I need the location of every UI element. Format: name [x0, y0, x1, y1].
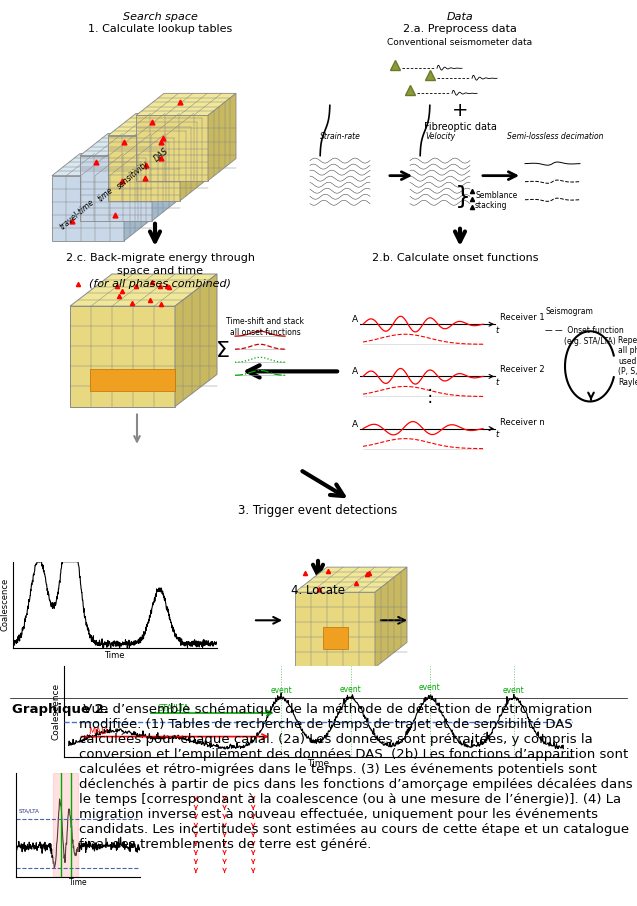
Text: Vue d’ensemble schématique de la méthode de détection de rétromigration modifiée: Vue d’ensemble schématique de la méthode…	[79, 703, 633, 852]
Text: A: A	[352, 368, 358, 376]
Text: Velocity: Velocity	[425, 131, 455, 140]
Bar	[90, 370, 175, 391]
Text: Receiver 1: Receiver 1	[500, 313, 545, 323]
Polygon shape	[70, 306, 175, 407]
Polygon shape	[70, 274, 217, 306]
X-axis label: Time: Time	[104, 651, 125, 660]
Text: DAS: DAS	[152, 146, 170, 163]
Text: Seismogram: Seismogram	[545, 306, 593, 315]
Text: Σ: Σ	[216, 342, 230, 361]
Text: space and time: space and time	[117, 266, 203, 276]
Text: Semblance
stacking: Semblance stacking	[475, 191, 517, 210]
Polygon shape	[175, 274, 217, 407]
Text: event: event	[503, 686, 525, 695]
Bar	[323, 627, 348, 649]
Text: Strain-rate: Strain-rate	[320, 131, 361, 140]
Text: STA/LTA: STA/LTA	[158, 703, 190, 712]
Text: MAD: MAD	[89, 727, 108, 736]
Polygon shape	[80, 156, 152, 221]
Polygon shape	[108, 113, 208, 136]
Text: Semi-lossless decimation: Semi-lossless decimation	[507, 131, 603, 140]
Text: 2024-01-01T01:15:20 -3.5 4.0 2.65  0.11  0.07  0.23: 2024-01-01T01:15:20 -3.5 4.0 2.65 0.11 0…	[415, 849, 549, 853]
X-axis label: Time: Time	[308, 759, 329, 768]
Polygon shape	[152, 133, 180, 221]
Text: STA/LTA: STA/LTA	[18, 809, 39, 814]
Polygon shape	[108, 136, 180, 201]
Polygon shape	[375, 567, 407, 668]
Text: time: time	[96, 186, 115, 204]
Text: origin_time            x    y    z  x_err y_err z_err: origin_time x y z x_err y_err z_err	[415, 771, 554, 775]
Text: A: A	[352, 419, 358, 429]
Polygon shape	[136, 93, 236, 115]
Text: 2024-01-01T01:03:40 -3.5 4.0 2.65  0.00  0.00  0.24: 2024-01-01T01:03:40 -3.5 4.0 2.65 0.00 0…	[415, 797, 549, 801]
Text: Search space: Search space	[122, 12, 197, 22]
Polygon shape	[124, 154, 152, 241]
Polygon shape	[52, 176, 124, 241]
Polygon shape	[295, 593, 375, 668]
Text: event: event	[340, 685, 362, 694]
Text: Receiver n: Receiver n	[500, 418, 545, 427]
Text: 2024-01-01T01:19:31 -3.5 4.0 2.65  0.06  0.04  0.19: 2024-01-01T01:19:31 -3.5 4.0 2.65 0.06 0…	[415, 862, 549, 866]
Text: 2.b. Calculate onset functions: 2.b. Calculate onset functions	[372, 253, 538, 263]
Polygon shape	[52, 154, 152, 176]
Text: 1. Calculate lookup tables: 1. Calculate lookup tables	[88, 24, 232, 34]
Text: sensitivity: sensitivity	[115, 159, 151, 190]
Text: Time-shift and stack
all onset functions: Time-shift and stack all onset functions	[226, 317, 304, 337]
Text: 4. Locate: 4. Locate	[291, 584, 345, 597]
Text: 2024-01-01T01:12:14 -3.5 4.0 2.65  0.07  0.05  0.15: 2024-01-01T01:12:14 -3.5 4.0 2.65 0.07 0…	[415, 836, 549, 840]
Text: 2.c. Back-migrate energy through: 2.c. Back-migrate energy through	[66, 253, 255, 263]
Text: 3. Trigger event detections: 3. Trigger event detections	[238, 504, 397, 517]
Polygon shape	[180, 113, 208, 201]
Text: +: +	[452, 101, 468, 120]
Text: A: A	[352, 315, 358, 324]
Text: 2024-01-01T01:05:00 -3.5 4.8 2.65  0.04  0.03  0.16: 2024-01-01T01:05:00 -3.5 4.8 2.65 0.04 0…	[415, 810, 549, 814]
Text: t: t	[495, 430, 498, 439]
Text: 2024-01-01T01:07:07 -3.5 4.0 2.65  0.03  0.00  0.17: 2024-01-01T01:07:07 -3.5 4.0 2.65 0.03 0…	[415, 823, 549, 827]
Text: Data: Data	[447, 12, 473, 22]
Text: t: t	[495, 326, 498, 334]
Text: Graphique 2.: Graphique 2.	[12, 703, 109, 717]
Polygon shape	[136, 115, 208, 180]
Polygon shape	[295, 567, 407, 593]
Text: 2.a. Preprocess data: 2.a. Preprocess data	[403, 24, 517, 34]
Y-axis label: Coalescence: Coalescence	[52, 682, 61, 740]
Text: t: t	[495, 378, 498, 387]
Y-axis label: Coalescence: Coalescence	[1, 578, 10, 631]
Text: Fibreoptic data: Fibreoptic data	[424, 122, 496, 132]
Text: (for all phases combined): (for all phases combined)	[89, 279, 231, 289]
Text: Conventional seismometer data: Conventional seismometer data	[387, 38, 533, 47]
Text: 2024-01-01T01:01:00 -3.5 4.0 2.65  0.05  0.00  0.22: 2024-01-01T01:01:00 -3.5 4.0 2.65 0.05 0…	[415, 784, 549, 788]
Text: travel-time: travel-time	[58, 198, 96, 232]
Text: event: event	[419, 683, 441, 692]
Text: Repeat for
all phases
used
(P, S,
Rayleigh...): Repeat for all phases used (P, S, Raylei…	[618, 336, 637, 387]
Text: Receiver 2: Receiver 2	[500, 365, 545, 374]
Text: — —  Onset function
        (e.g. STA/LTA): — — Onset function (e.g. STA/LTA)	[545, 326, 624, 345]
Text: ⋮: ⋮	[422, 388, 438, 406]
Bar	[54, 773, 78, 877]
Polygon shape	[80, 133, 180, 156]
X-axis label: Time: Time	[69, 879, 87, 887]
Text: event: event	[271, 686, 292, 695]
Polygon shape	[208, 93, 236, 180]
Text: }: }	[455, 185, 471, 208]
